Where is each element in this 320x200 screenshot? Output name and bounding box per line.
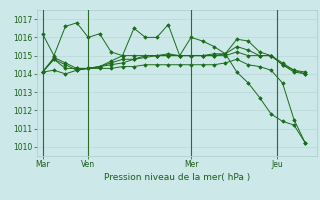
X-axis label: Pression niveau de la mer( hPa ): Pression niveau de la mer( hPa ) — [104, 173, 250, 182]
